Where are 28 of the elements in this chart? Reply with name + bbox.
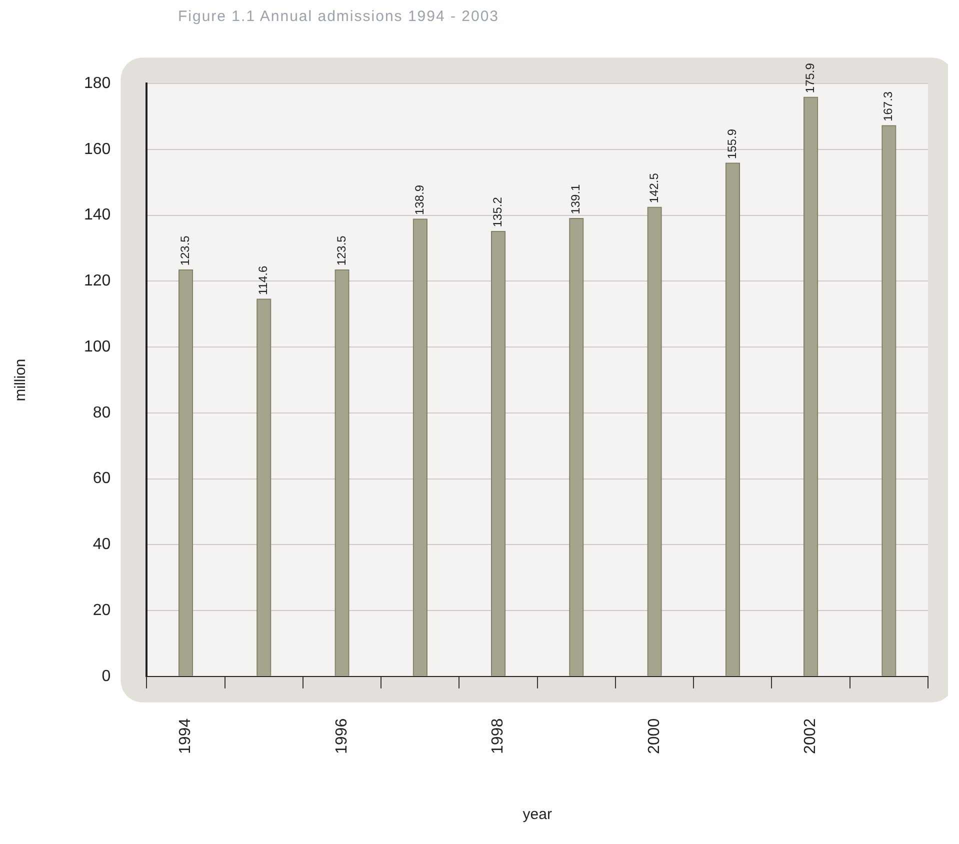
x-tick-label: 2000 bbox=[646, 718, 663, 754]
data-label: 167.3 bbox=[881, 91, 896, 122]
x-tick-label: 2002 bbox=[802, 718, 820, 754]
y-tick-label: 120 bbox=[84, 272, 111, 290]
data-label: 139.1 bbox=[568, 184, 583, 214]
data-label: 138.9 bbox=[412, 184, 426, 215]
y-tick-label: 100 bbox=[84, 338, 111, 356]
data-label: 155.9 bbox=[724, 128, 739, 159]
chart-title: Figure 1.1 Annual admissions 1994 - 2003 bbox=[177, 8, 500, 27]
y-axis-title: million bbox=[12, 358, 30, 402]
y-tick-label: 180 bbox=[84, 75, 111, 92]
data-label: 123.5 bbox=[334, 235, 348, 266]
data-label: 175.9 bbox=[803, 62, 818, 94]
y-tick-label: 60 bbox=[92, 470, 111, 488]
data-label: 142.5 bbox=[646, 172, 661, 204]
x-axis-title: year bbox=[522, 806, 552, 824]
data-label: 114.6 bbox=[256, 266, 270, 295]
y-tick-label: 0 bbox=[102, 668, 111, 685]
y-tick-label: 160 bbox=[84, 140, 111, 158]
y-tick-label: 20 bbox=[92, 602, 111, 619]
y-tick-label: 80 bbox=[92, 404, 111, 422]
y-tick-label: 140 bbox=[84, 206, 111, 224]
data-label: 123.5 bbox=[178, 235, 192, 266]
data-label: 135.2 bbox=[490, 196, 505, 228]
x-tick-label: 1996 bbox=[333, 718, 350, 754]
x-tick-label: 1998 bbox=[490, 718, 507, 754]
x-tick-label: 1994 bbox=[177, 718, 194, 754]
y-tick-label: 40 bbox=[92, 536, 111, 554]
